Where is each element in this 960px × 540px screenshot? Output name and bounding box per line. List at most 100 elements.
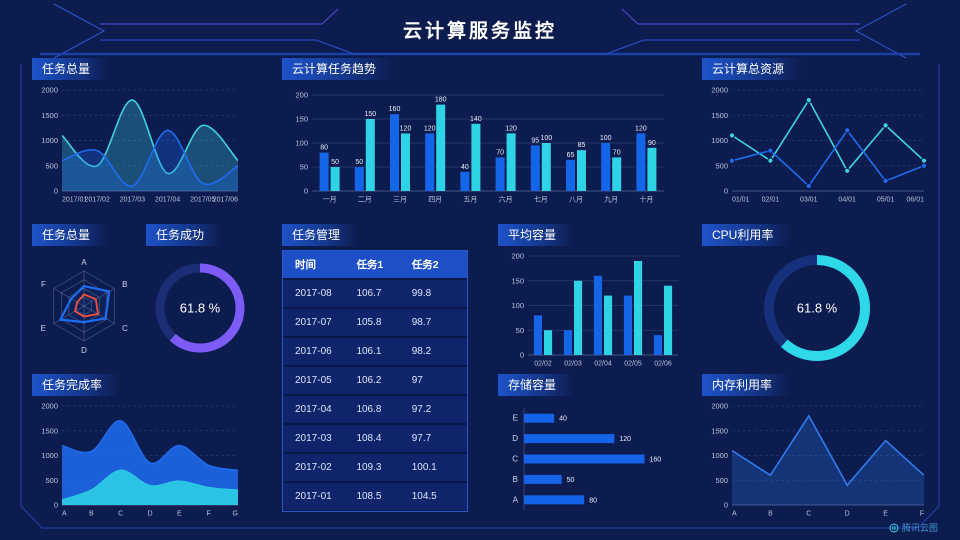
table-row[interactable]: 2017-05 106.2 97 [283,365,467,395]
watermark-label: 腾讯云图 [901,523,938,533]
svg-text:C: C [118,511,123,518]
table-cell: 105.8 [356,307,412,337]
table-row[interactable]: 2017-03 108.4 97.7 [283,423,467,453]
table-cell: 2017-05 [283,365,357,395]
svg-text:100: 100 [540,135,552,142]
svg-text:1500: 1500 [711,426,728,435]
svg-text:06/01: 06/01 [906,197,924,204]
table-row[interactable]: 2017-01 108.5 104.5 [283,481,467,510]
svg-text:140: 140 [470,116,482,123]
table-cell: 2017-01 [283,481,357,510]
svg-text:0: 0 [54,187,58,196]
svg-text:03/01: 03/01 [800,197,818,204]
task-trend-bar-chart[interactable]: 0 50 100 150 200 一月 二月 三月 四月 五月 六月 七月 八月 九月 十月 80 50 160 1… [282,80,672,206]
table-cell: 2017-04 [283,394,357,424]
svg-text:四月: 四月 [428,196,442,204]
table-cell: 106.2 [356,365,412,395]
svg-text:50: 50 [300,163,308,172]
table-cell: 100.1 [411,452,467,482]
table-row[interactable]: 2017-08 106.7 99.8 [283,278,467,308]
panel-title-cloud-resources: 云计算总资源 [702,58,803,80]
table-row[interactable]: 2017-06 106.1 98.2 [283,336,467,366]
column-header: 任务1 [356,251,412,279]
svg-text:61.8 %: 61.8 % [797,301,838,316]
panel-title-storage: 存储容量 [498,374,575,396]
svg-text:八月: 八月 [569,196,583,204]
panel-task-management: 任务管理 时间 任务1 任务2 2017-08 106.7 99.8 2017-07 105… [282,224,468,516]
svg-text:F: F [920,511,924,518]
svg-text:E: E [513,414,518,423]
svg-text:40: 40 [559,416,567,423]
svg-text:0: 0 [724,187,728,196]
cpu-usage-donut[interactable]: 61.8 % [702,246,932,370]
panel-title-task-completion: 任务完成率 [32,374,121,396]
svg-text:B: B [513,475,518,484]
avg-capacity-bar-chart[interactable]: 0 50 100 150 200 02/02 02/03 02/04 02/05 02/06 [498,246,686,370]
task-total-line-chart[interactable]: 0 500 1000 1500 2000 2017/01 2017/02 2017/03 201… [32,80,246,206]
svg-text:80: 80 [320,145,328,152]
table-cell: 99.8 [411,278,467,308]
svg-text:61.8 %: 61.8 % [180,301,221,316]
table-cell: 104.5 [411,481,467,510]
svg-text:95: 95 [531,137,539,144]
svg-text:02/01: 02/01 [762,197,780,204]
svg-text:04/01: 04/01 [838,197,856,204]
table-row[interactable]: 2017-07 105.8 98.7 [283,307,467,337]
svg-text:D: D [512,434,518,443]
svg-text:G: G [233,511,238,518]
svg-text:A: A [513,495,519,504]
svg-text:1000: 1000 [711,451,728,460]
svg-text:2017/03: 2017/03 [120,197,145,204]
table-cell: 106.7 [356,278,412,308]
task-table-body: 2017-08 106.7 99.8 2017-07 105.8 98.7 2017-06 1… [283,278,467,510]
svg-text:180: 180 [435,97,447,104]
svg-text:02/04: 02/04 [594,361,612,368]
table-cell: 106.8 [356,394,412,424]
svg-text:2000: 2000 [41,402,58,411]
svg-text:0: 0 [724,501,728,510]
watermark: 腾讯云图 [889,521,938,534]
table-cell: 2017-07 [283,307,357,337]
svg-text:500: 500 [45,476,58,485]
storage-hbar-chart[interactable]: E 40 D 120 C 160 B 50 A 80 [498,396,686,520]
svg-text:200: 200 [295,91,308,100]
task-radar-chart[interactable]: A B C D E F [32,246,136,370]
svg-text:150: 150 [364,111,376,118]
table-cell: 2017-08 [283,278,357,308]
memory-line-chart[interactable]: 0 500 1000 1500 2000 A B C D E F [702,396,932,520]
tencent-cloud-logo-icon [889,523,899,532]
svg-text:80: 80 [589,497,597,504]
svg-text:2017/01: 2017/01 [62,197,87,204]
table-cell: 2017-02 [283,452,357,482]
table-row[interactable]: 2017-02 109.3 100.1 [283,452,467,482]
svg-text:B: B [768,511,773,518]
panel-task-trend: 云计算任务趋势 0 50 100 150 200 一月 二月 三月 四月 五月 六月 七月 八月 九月 十月… [282,58,672,206]
svg-text:D: D [147,511,152,518]
table-cell: 108.5 [356,481,412,510]
svg-text:D: D [81,346,87,355]
table-cell: 98.2 [411,336,467,366]
svg-text:F: F [207,511,211,518]
task-success-donut[interactable]: 61.8 % [146,246,254,370]
task-completion-area-chart[interactable]: 0 500 1000 1500 2000 A B C D E F G [32,396,246,520]
svg-text:2017/06: 2017/06 [213,197,238,204]
svg-text:85: 85 [578,142,586,149]
svg-text:十月: 十月 [639,195,653,204]
svg-text:1500: 1500 [41,426,58,435]
cloud-resources-line-chart[interactable]: 0 500 1000 1500 2000 01/01 02/01 03/01 04/01 05/0… [702,80,932,206]
svg-text:2000: 2000 [711,402,728,411]
column-header: 时间 [283,251,357,279]
svg-text:120: 120 [424,125,436,132]
svg-text:120: 120 [619,436,631,443]
svg-text:C: C [122,324,128,333]
task-table[interactable]: 时间 任务1 任务2 2017-08 106.7 99.8 2017-07 105.8 98.… [282,250,468,512]
panel-avg-capacity: 平均容量 0 50 100 150 200 02/02 02/03 02/04 02/05 02/… [498,224,686,370]
svg-text:2017/02: 2017/02 [85,197,110,204]
svg-text:05/01: 05/01 [877,197,895,204]
table-row[interactable]: 2017-04 106.8 97.2 [283,394,467,424]
table-cell: 106.1 [356,336,412,366]
svg-text:C: C [806,511,811,518]
panel-title-task-success: 任务成功 [146,224,223,246]
svg-text:D: D [845,511,850,518]
svg-text:50: 50 [331,159,339,166]
